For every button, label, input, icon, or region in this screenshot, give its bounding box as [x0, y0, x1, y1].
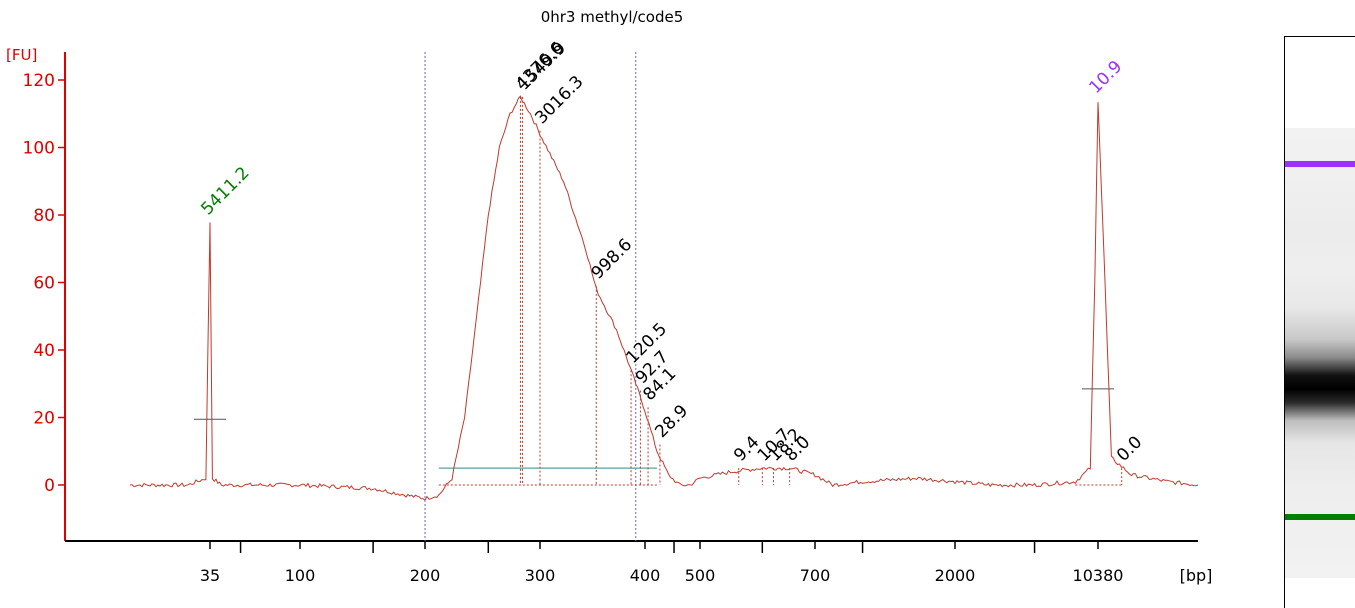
- y-tick-label: 0: [44, 476, 55, 496]
- peak-lines: [519, 96, 1123, 485]
- upper-marker-label: 10.9: [1085, 57, 1126, 98]
- x-tick-label: 700: [800, 566, 831, 585]
- x-tick-label: 100: [285, 566, 316, 585]
- y-tick-label: 100: [23, 139, 55, 159]
- x-tick-label: 500: [685, 566, 716, 585]
- peak-label: 998.6: [588, 235, 637, 284]
- x-tick-label: 35: [200, 566, 220, 585]
- peak-label: 28.9: [651, 401, 692, 442]
- x-tick-label: 10380: [1073, 566, 1124, 585]
- peak-labels: 5411.210.94376.61549.93016.3998.6120.592…: [197, 38, 1146, 465]
- gel-image: [1284, 36, 1355, 608]
- x-tick-label: 200: [410, 566, 441, 585]
- axes: 0 20 40 60 80 100 120 35 100 200 300 400 500 700 2000 1…: [23, 52, 1198, 585]
- y-tick-label: 120: [23, 71, 55, 91]
- region-lines: [424, 52, 1122, 541]
- x-tick-label: 300: [525, 566, 556, 585]
- y-tick-label: 60: [33, 274, 55, 294]
- y-tick-label: 20: [33, 409, 55, 429]
- x-tick-label: 2000: [935, 566, 976, 585]
- x-axis-label: [bp]: [1180, 566, 1213, 585]
- trace-layer: [129, 95, 1199, 501]
- y-tick-label: 40: [33, 341, 55, 361]
- y-axis-label: [FU]: [6, 46, 37, 64]
- signal-trace: [129, 95, 1199, 501]
- x-tick-label: 400: [630, 566, 661, 585]
- y-tick-label: 80: [33, 206, 55, 226]
- gel-lower-marker-band: [1285, 514, 1355, 520]
- lower-marker-label: 5411.2: [197, 163, 253, 219]
- chart-title: 0hr3 methyl/code5: [541, 8, 684, 26]
- peak-label: 0.0: [1113, 432, 1146, 465]
- electropherogram-chart: 0hr3 methyl/code5 [FU] [bp] 0 20 40 60 80 100…: [6, 8, 1213, 585]
- gel-upper-marker-band: [1285, 161, 1355, 167]
- gel-lane: [1285, 128, 1355, 578]
